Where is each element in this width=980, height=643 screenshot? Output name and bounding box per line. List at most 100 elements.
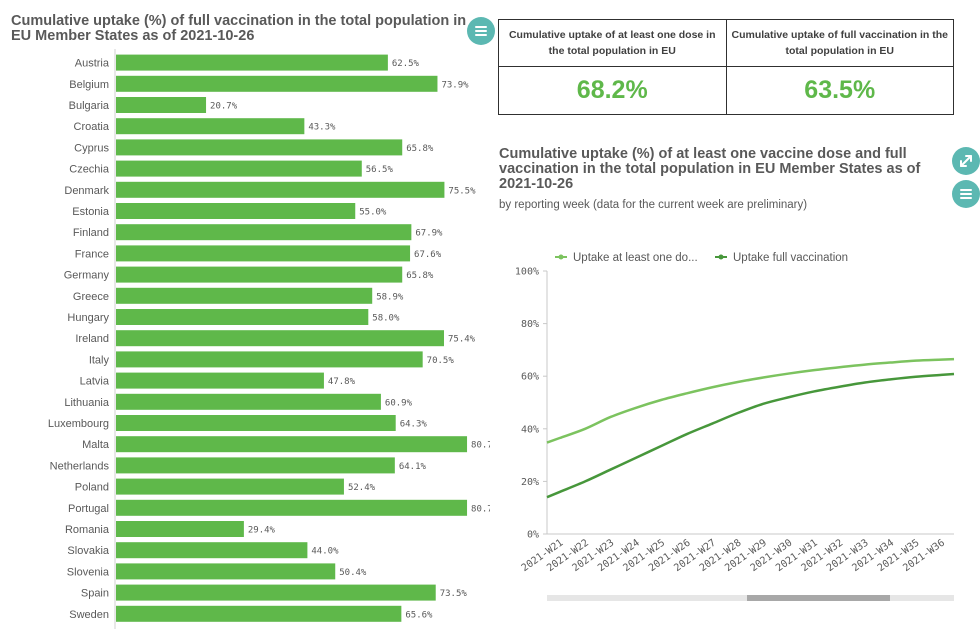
expand-icon xyxy=(960,155,972,167)
kpi-full-vaccination: Cumulative uptake of full vaccination in… xyxy=(725,20,953,114)
bar xyxy=(116,118,305,135)
bar xyxy=(116,245,411,262)
category-label: Romania xyxy=(65,524,110,536)
category-label: Italy xyxy=(89,354,110,366)
bar xyxy=(116,393,381,410)
line-chart-title: Cumulative uptake (%) of at least one va… xyxy=(499,146,921,192)
bar xyxy=(116,457,395,474)
y-tick-label: 60% xyxy=(521,372,539,383)
bar-chart-title: Cumulative uptake (%) of full vaccinatio… xyxy=(11,13,467,44)
bar xyxy=(116,436,468,453)
kpi-one-dose-value: 68.2% xyxy=(576,76,648,104)
kpi-full-vaccination-label: Cumulative uptake of full vaccination in… xyxy=(726,20,953,67)
category-label: Lithuania xyxy=(64,397,110,409)
bar xyxy=(116,563,336,580)
line-chart-menu-button[interactable] xyxy=(952,180,980,208)
y-tick-label: 40% xyxy=(521,424,539,435)
category-label: Germany xyxy=(64,270,110,282)
expand-button[interactable] xyxy=(952,147,980,175)
bar xyxy=(116,542,308,559)
bar-value-label: 65.6% xyxy=(405,610,433,620)
bar-value-label: 73.5% xyxy=(440,589,468,599)
category-label: Finland xyxy=(73,227,109,239)
bar xyxy=(116,309,369,325)
bar-value-label: 43.3% xyxy=(308,123,336,133)
bar-value-label: 67.6% xyxy=(414,250,442,260)
bar-value-label: 50.4% xyxy=(339,568,367,578)
bar xyxy=(116,75,438,92)
series-line xyxy=(546,372,955,499)
bar-value-label: 80.7% xyxy=(471,504,490,514)
bar xyxy=(116,266,403,283)
legend-swatch-dot xyxy=(558,254,564,260)
bar xyxy=(116,181,445,198)
line-chart: Uptake at least one do... Uptake full vac… xyxy=(515,252,955,601)
bar xyxy=(116,521,244,537)
bar-chart-menu-button[interactable] xyxy=(467,17,495,45)
line-chart-subtitle: by reporting week (data for the current … xyxy=(499,199,808,211)
bar-value-label: 44.0% xyxy=(311,547,339,557)
bar xyxy=(116,372,324,389)
scrollbar-thumb[interactable] xyxy=(747,595,890,601)
bar-value-label: 62.5% xyxy=(392,59,420,69)
category-label: France xyxy=(75,248,109,260)
series-line xyxy=(546,357,955,444)
category-label: Spain xyxy=(81,588,109,600)
bar-value-label: 56.5% xyxy=(366,165,394,175)
bar xyxy=(116,97,207,113)
category-label: Croatia xyxy=(74,121,110,133)
bar xyxy=(116,415,396,431)
bar xyxy=(116,330,444,347)
category-label: Poland xyxy=(75,482,109,494)
kpi-one-dose-label: Cumulative uptake of at least one dose i… xyxy=(499,20,726,67)
bar-value-label: 75.5% xyxy=(448,186,476,196)
bar-chart: Austria 62.5% Belgium 73.9% Bulgaria 20.7% Cro… xyxy=(48,49,490,629)
bar xyxy=(116,54,388,71)
bar xyxy=(116,351,423,368)
kpi-full-vaccination-value: 63.5% xyxy=(804,76,876,104)
bar xyxy=(116,499,468,516)
y-tick-label: 0% xyxy=(527,530,539,541)
hamburger-icon xyxy=(960,189,972,199)
bar-value-label: 80.7% xyxy=(471,441,490,451)
category-label: Ireland xyxy=(75,333,109,345)
category-label: Estonia xyxy=(72,206,110,218)
bar-value-label: 58.9% xyxy=(376,292,404,302)
category-label: Latvia xyxy=(80,376,110,388)
bar-value-label: 73.9% xyxy=(441,80,469,90)
y-tick-label: 20% xyxy=(521,477,539,488)
y-tick-label: 80% xyxy=(521,319,539,330)
category-label: Austria xyxy=(75,58,110,70)
legend-swatch-dot xyxy=(718,254,724,260)
category-label: Bulgaria xyxy=(69,100,110,112)
bar xyxy=(116,224,412,241)
category-label: Czechia xyxy=(69,164,110,176)
category-label: Slovakia xyxy=(67,545,109,557)
bar-value-label: 20.7% xyxy=(210,102,238,112)
bar-value-label: 75.4% xyxy=(448,335,476,345)
bar-value-label: 65.8% xyxy=(406,144,434,154)
category-label: Portugal xyxy=(68,503,109,515)
bar xyxy=(116,139,403,156)
hamburger-icon xyxy=(475,26,487,36)
bar xyxy=(116,160,362,177)
kpi-panel: Cumulative uptake of at least one dose i… xyxy=(498,19,954,115)
category-label: Luxembourg xyxy=(48,418,109,430)
bar-value-label: 70.5% xyxy=(427,356,455,366)
category-label: Hungary xyxy=(67,312,109,324)
category-label: Sweden xyxy=(69,609,109,621)
y-tick-label: 100% xyxy=(515,267,539,278)
bar-value-label: 60.9% xyxy=(385,398,413,408)
bar xyxy=(116,605,402,622)
legend-label: Uptake full vaccination xyxy=(733,252,848,264)
bar-value-label: 64.1% xyxy=(399,462,427,472)
category-label: Greece xyxy=(73,291,109,303)
bar-value-label: 65.8% xyxy=(406,271,434,281)
category-label: Malta xyxy=(82,439,110,451)
bar-value-label: 29.4% xyxy=(248,526,276,536)
bar xyxy=(116,203,356,219)
bar-value-label: 67.9% xyxy=(415,229,443,239)
category-label: Cyprus xyxy=(74,142,109,154)
bar-value-label: 47.8% xyxy=(328,377,356,387)
bar-value-label: 55.0% xyxy=(359,208,387,218)
